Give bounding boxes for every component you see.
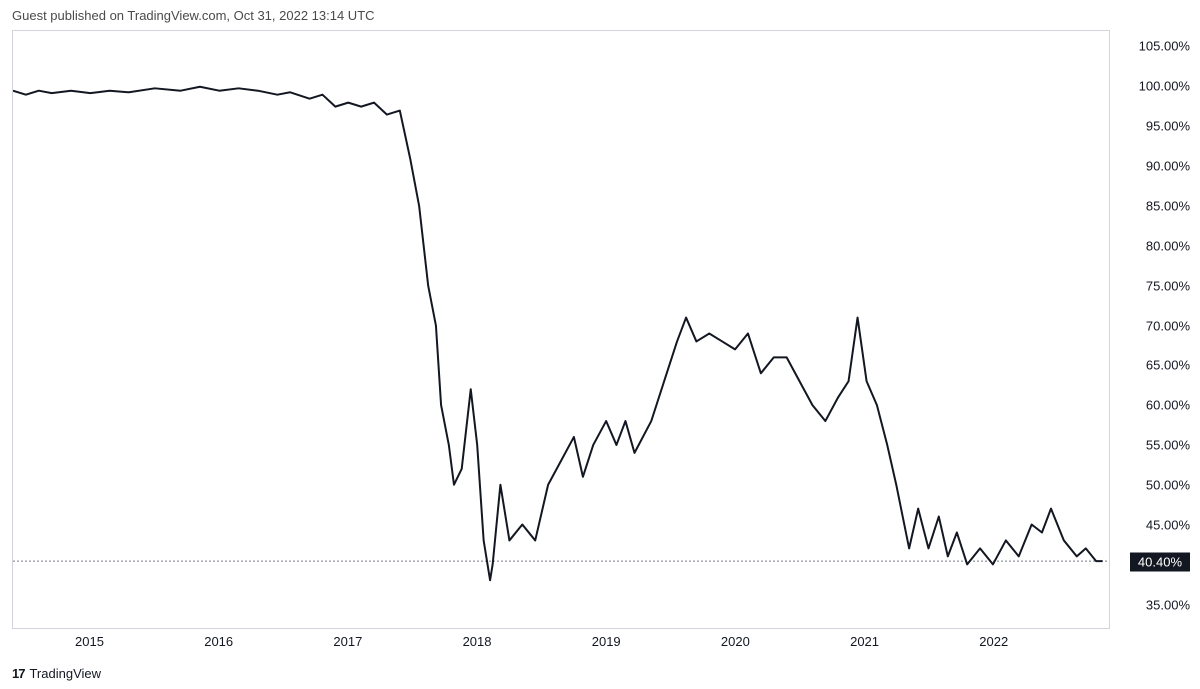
y-tick-label: 55.00% — [1146, 438, 1190, 453]
publish-info: Guest published on TradingView.com, Oct … — [12, 8, 375, 23]
x-tick-label: 2017 — [333, 634, 362, 649]
y-tick-label: 50.00% — [1146, 478, 1190, 493]
y-tick-label: 95.00% — [1146, 118, 1190, 133]
price-line — [13, 87, 1103, 581]
x-axis-labels: 2015 2016 2017 2018 2019 2020 2021 2022 — [12, 634, 1110, 654]
x-tick-label: 2019 — [592, 634, 621, 649]
y-tick-label: 100.00% — [1139, 78, 1190, 93]
tradingview-logo-icon: 17 — [12, 666, 24, 681]
chart-svg — [13, 31, 1109, 628]
brand-name: TradingView — [29, 666, 101, 681]
y-tick-label: 80.00% — [1146, 238, 1190, 253]
x-tick-label: 2022 — [979, 634, 1008, 649]
x-tick-label: 2015 — [75, 634, 104, 649]
x-tick-label: 2020 — [721, 634, 750, 649]
chart-header: Guest published on TradingView.com, Oct … — [12, 8, 375, 23]
y-tick-label: 60.00% — [1146, 398, 1190, 413]
y-tick-label: 35.00% — [1146, 598, 1190, 613]
y-tick-label: 85.00% — [1146, 198, 1190, 213]
y-tick-label: 70.00% — [1146, 318, 1190, 333]
y-tick-label: 105.00% — [1139, 38, 1190, 53]
y-tick-label: 75.00% — [1146, 278, 1190, 293]
current-value-badge: 40.40% — [1130, 552, 1190, 571]
x-tick-label: 2021 — [850, 634, 879, 649]
y-tick-label: 90.00% — [1146, 158, 1190, 173]
y-tick-label: 65.00% — [1146, 358, 1190, 373]
chart-plot-area[interactable] — [12, 30, 1110, 629]
chart-container: Guest published on TradingView.com, Oct … — [0, 0, 1200, 689]
chart-footer: 17 TradingView — [12, 666, 101, 681]
y-axis-labels: 35.00%40.00%45.00%50.00%55.00%60.00%65.0… — [1115, 30, 1190, 629]
x-tick-label: 2018 — [463, 634, 492, 649]
y-tick-label: 45.00% — [1146, 518, 1190, 533]
x-tick-label: 2016 — [204, 634, 233, 649]
